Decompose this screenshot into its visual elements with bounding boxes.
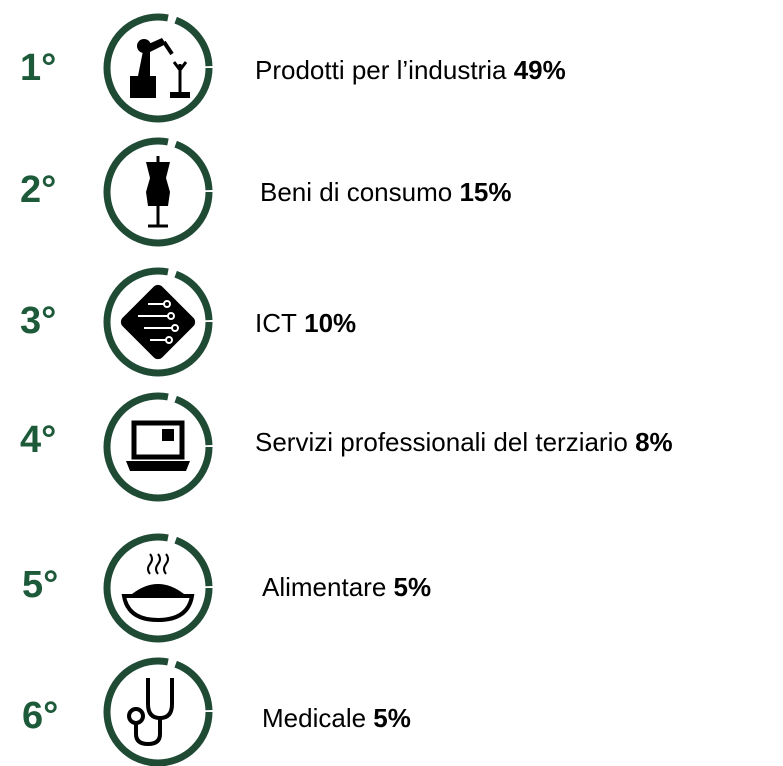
item-label: Prodotti per l’industria [255,55,507,85]
icon-part [167,312,175,320]
icon [146,156,170,228]
icon-part [165,336,173,344]
icon-part [163,300,171,308]
icon-part [120,284,196,360]
icon-ring [103,392,213,502]
rank: 2° [20,169,56,211]
item-label: Medicale [262,703,366,733]
icon [127,678,174,747]
icon-ring [103,13,213,123]
icon-part [132,584,184,594]
item-label: Alimentare [262,572,386,602]
icon-part [172,61,188,73]
icon-ring [103,137,213,247]
icon-part [126,461,190,471]
icon-part [137,39,151,53]
item-value: 49% [514,55,566,85]
item-value: 15% [459,177,511,207]
icon-part [163,553,169,575]
rank: 4° [20,419,56,461]
icon-part [121,594,195,623]
icon-part [130,76,156,98]
item-label: ICT [255,308,297,338]
item-text: Alimentare 5% [262,572,431,602]
icon-part [134,718,162,747]
icon-ring [103,533,213,643]
icon-part [127,707,145,725]
icon-part [146,678,174,721]
icon [121,553,195,623]
icon-part [147,553,153,575]
rank: 3° [20,300,56,342]
icon-part [131,420,185,460]
item-value: 8% [635,427,673,457]
icon-part [170,92,190,98]
item-value: 5% [373,703,411,733]
item-text: Prodotti per l’industria 49% [255,55,566,85]
rank: 5° [22,564,58,606]
icon-ring [103,267,213,377]
icon [120,284,196,360]
icon-part [155,553,161,575]
item-label: Beni di consumo [260,177,452,207]
item-value: 10% [304,308,356,338]
icon [130,38,190,98]
item-value: 5% [394,572,432,602]
item-text: Beni di consumo 15% [260,177,512,207]
item-text: Medicale 5% [262,703,411,733]
icon-part [171,324,179,332]
icon-part [162,40,174,56]
icon-ring [103,657,213,766]
item-label: Servizi professionali del terziario [255,427,628,457]
icon [126,420,190,471]
rank: 1° [20,47,56,89]
icon-part [146,162,170,206]
item-text: ICT 10% [255,308,356,338]
item-text: Servizi professionali del terziario 8% [255,427,673,457]
rank: 6° [22,695,58,737]
icon-part [162,429,174,441]
